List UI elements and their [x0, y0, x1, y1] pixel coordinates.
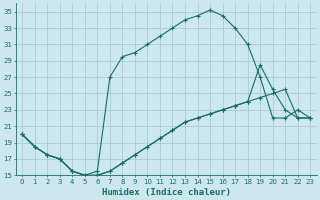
X-axis label: Humidex (Indice chaleur): Humidex (Indice chaleur) [102, 188, 231, 197]
